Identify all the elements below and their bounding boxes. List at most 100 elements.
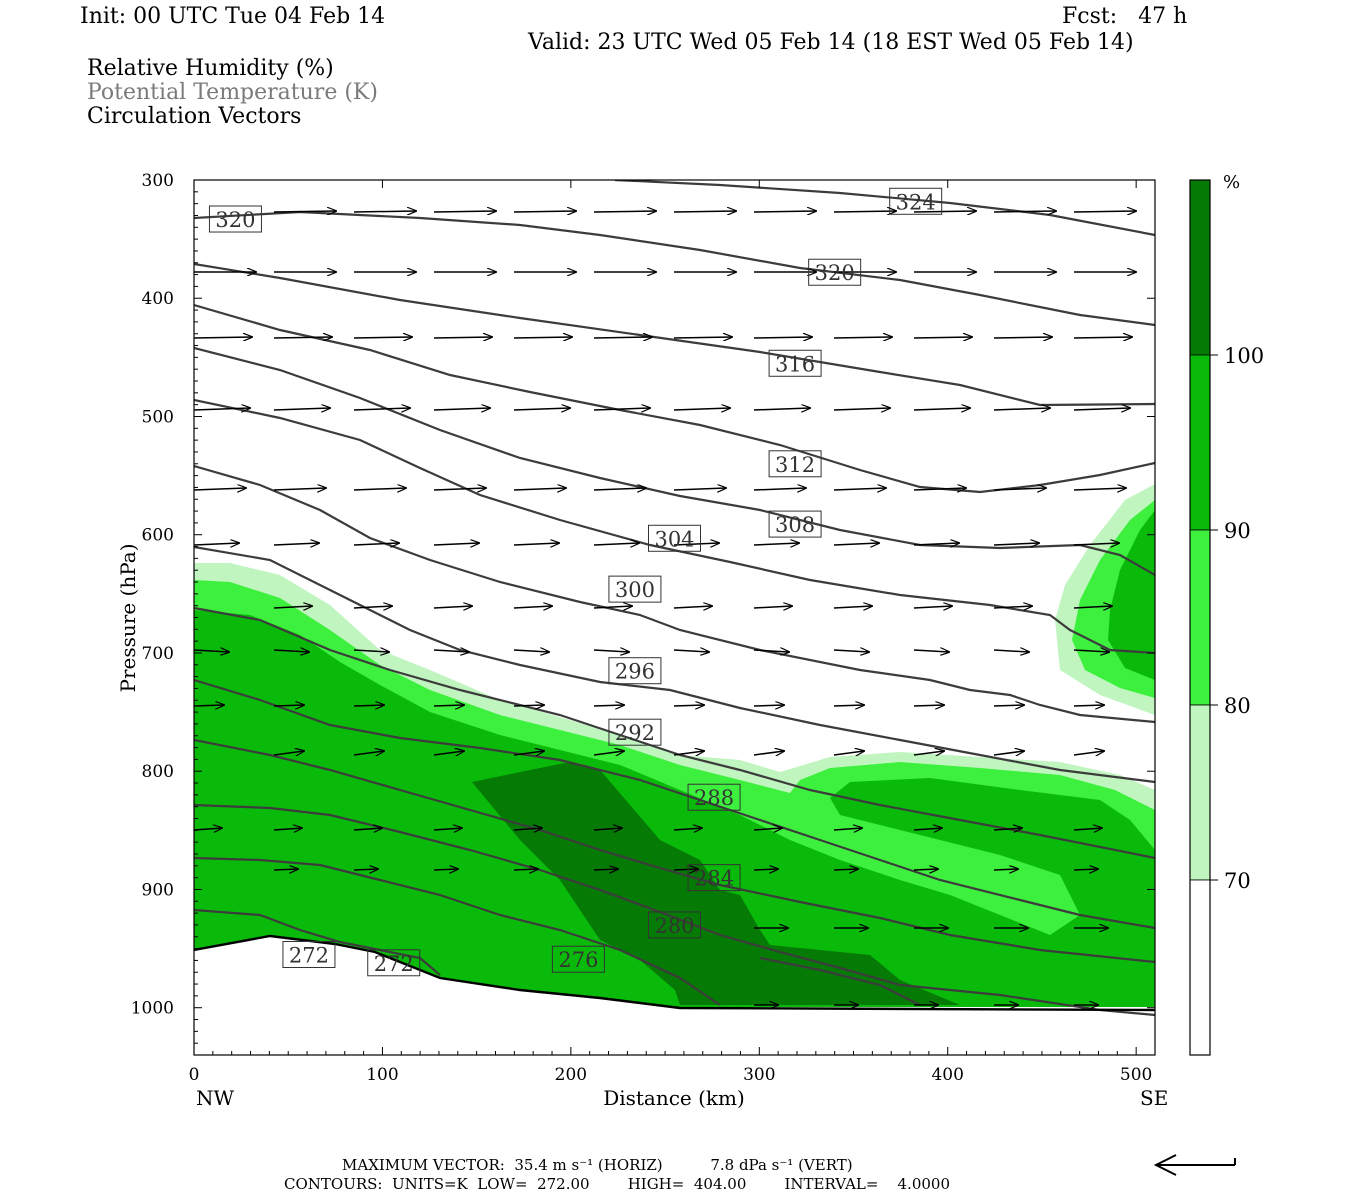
vector-arrow [754, 543, 799, 545]
vector-arrow [674, 408, 730, 410]
y-tick-label-700: 700 [142, 644, 174, 664]
colorbar-segment [1190, 355, 1210, 530]
vector-arrow [914, 606, 952, 608]
vector-arrow [994, 751, 1024, 755]
vector-arrow [834, 751, 864, 755]
vector-arrow [514, 543, 559, 545]
vector-arrow [354, 869, 378, 870]
vector-arrow [434, 606, 472, 608]
vector-arrow [674, 650, 709, 652]
vector-arrow [674, 211, 736, 212]
theta-label-272: 272 [289, 943, 329, 967]
vector-arrow [594, 650, 629, 652]
vector-arrow [1074, 408, 1130, 410]
vector-arrow [594, 705, 624, 706]
vector-arrow [674, 606, 712, 608]
theta-label-308: 308 [775, 513, 815, 537]
vector-arrow [994, 869, 1018, 870]
theta-label-292: 292 [615, 721, 655, 745]
theta-label-272: 272 [374, 952, 414, 976]
vector-arrow [514, 705, 544, 706]
vector-arrow [1074, 488, 1126, 490]
vector-arrow [354, 337, 412, 338]
y-axis-label: Pressure (hPa) [116, 544, 140, 693]
vector-arrow [514, 606, 552, 608]
vector-arrow [594, 869, 618, 870]
x-tick-label-100: 100 [366, 1065, 398, 1085]
colorbar-label-70: 70 [1224, 869, 1251, 893]
vector-arrow [594, 408, 650, 410]
vector-arrow [434, 543, 479, 545]
theta-label-320: 320 [215, 208, 255, 232]
vector-arrow [434, 705, 464, 706]
vector-arrow [194, 337, 252, 338]
vector-arrow [754, 606, 792, 608]
vector-arrow [594, 488, 646, 490]
vector-arrow [754, 869, 778, 870]
colorbar-segment [1190, 880, 1210, 1055]
vector-arrow [194, 543, 239, 545]
vector-arrow [994, 408, 1050, 410]
vector-arrow [994, 211, 1056, 212]
vector-arrow [674, 705, 704, 706]
vector-arrow [434, 869, 458, 870]
contours-footer: CONTOURS: UNITS=K LOW= 272.00 HIGH= 404.… [284, 1175, 950, 1193]
vector-arrow [834, 606, 872, 608]
vector-arrow [354, 543, 399, 545]
max-vector-footer: MAXIMUM VECTOR: 35.4 m s⁻¹ (HORIZ) 7.8 d… [342, 1156, 853, 1174]
colorbar-label-80: 80 [1224, 694, 1251, 718]
vector-arrow [274, 543, 319, 545]
vector-arrow [674, 488, 726, 490]
y-tick-label-500: 500 [142, 407, 174, 427]
colorbar-label-100: 100 [1224, 344, 1264, 368]
vector-arrow [834, 650, 869, 652]
vector-arrow [754, 650, 789, 652]
vector-arrow [834, 543, 879, 545]
colorbar-segment [1190, 180, 1210, 355]
y-tick-label-600: 600 [142, 526, 174, 546]
vector-arrow [594, 543, 639, 545]
vector-arrow [994, 488, 1046, 490]
vector-arrow [514, 408, 570, 410]
colorbar-segment [1190, 705, 1210, 880]
vector-arrow [274, 869, 298, 870]
y-tick-label-900: 900 [142, 880, 174, 900]
vector-arrow [994, 650, 1029, 652]
vector-arrow [194, 488, 246, 490]
theta-label-288: 288 [694, 786, 734, 810]
colorbar-label-90: 90 [1224, 519, 1251, 543]
theta-label-304: 304 [654, 527, 694, 551]
vector-arrow [514, 869, 538, 870]
vector-arrow [914, 543, 959, 545]
vector-arrow [514, 650, 549, 652]
y-tick-label-1000: 1000 [131, 999, 174, 1019]
vector-arrow [914, 337, 972, 338]
vector-arrow [274, 408, 330, 410]
colorbar: 100 90 80 70 [1190, 180, 1264, 1055]
theta-label-312: 312 [775, 453, 815, 477]
vector-arrow [914, 408, 970, 410]
vector-arrow [514, 337, 572, 338]
vector-arrow [434, 408, 490, 410]
vector-arrow [1074, 705, 1104, 706]
x-right-end-label: SE [1140, 1086, 1168, 1110]
x-tick-label-400: 400 [931, 1065, 963, 1085]
vector-arrow [594, 337, 652, 338]
theta-line-316 [194, 264, 1155, 405]
theta-label-316: 316 [775, 352, 815, 376]
vector-arrow [754, 408, 810, 410]
colorbar-segment [1190, 530, 1210, 705]
y-tick-label-800: 800 [142, 762, 174, 782]
reference-vector-icon [1156, 1155, 1235, 1175]
theta-label-300: 300 [615, 578, 655, 602]
vector-arrow [834, 869, 858, 870]
vector-arrow [674, 751, 704, 755]
theta-line-320 [194, 212, 1155, 325]
vector-arrow [514, 488, 566, 490]
y-tick-label-300: 300 [142, 171, 174, 191]
vector-arrow [834, 211, 896, 212]
x-tick-label-200: 200 [555, 1065, 587, 1085]
vector-arrow [994, 543, 1039, 545]
vector-arrow [434, 488, 486, 490]
